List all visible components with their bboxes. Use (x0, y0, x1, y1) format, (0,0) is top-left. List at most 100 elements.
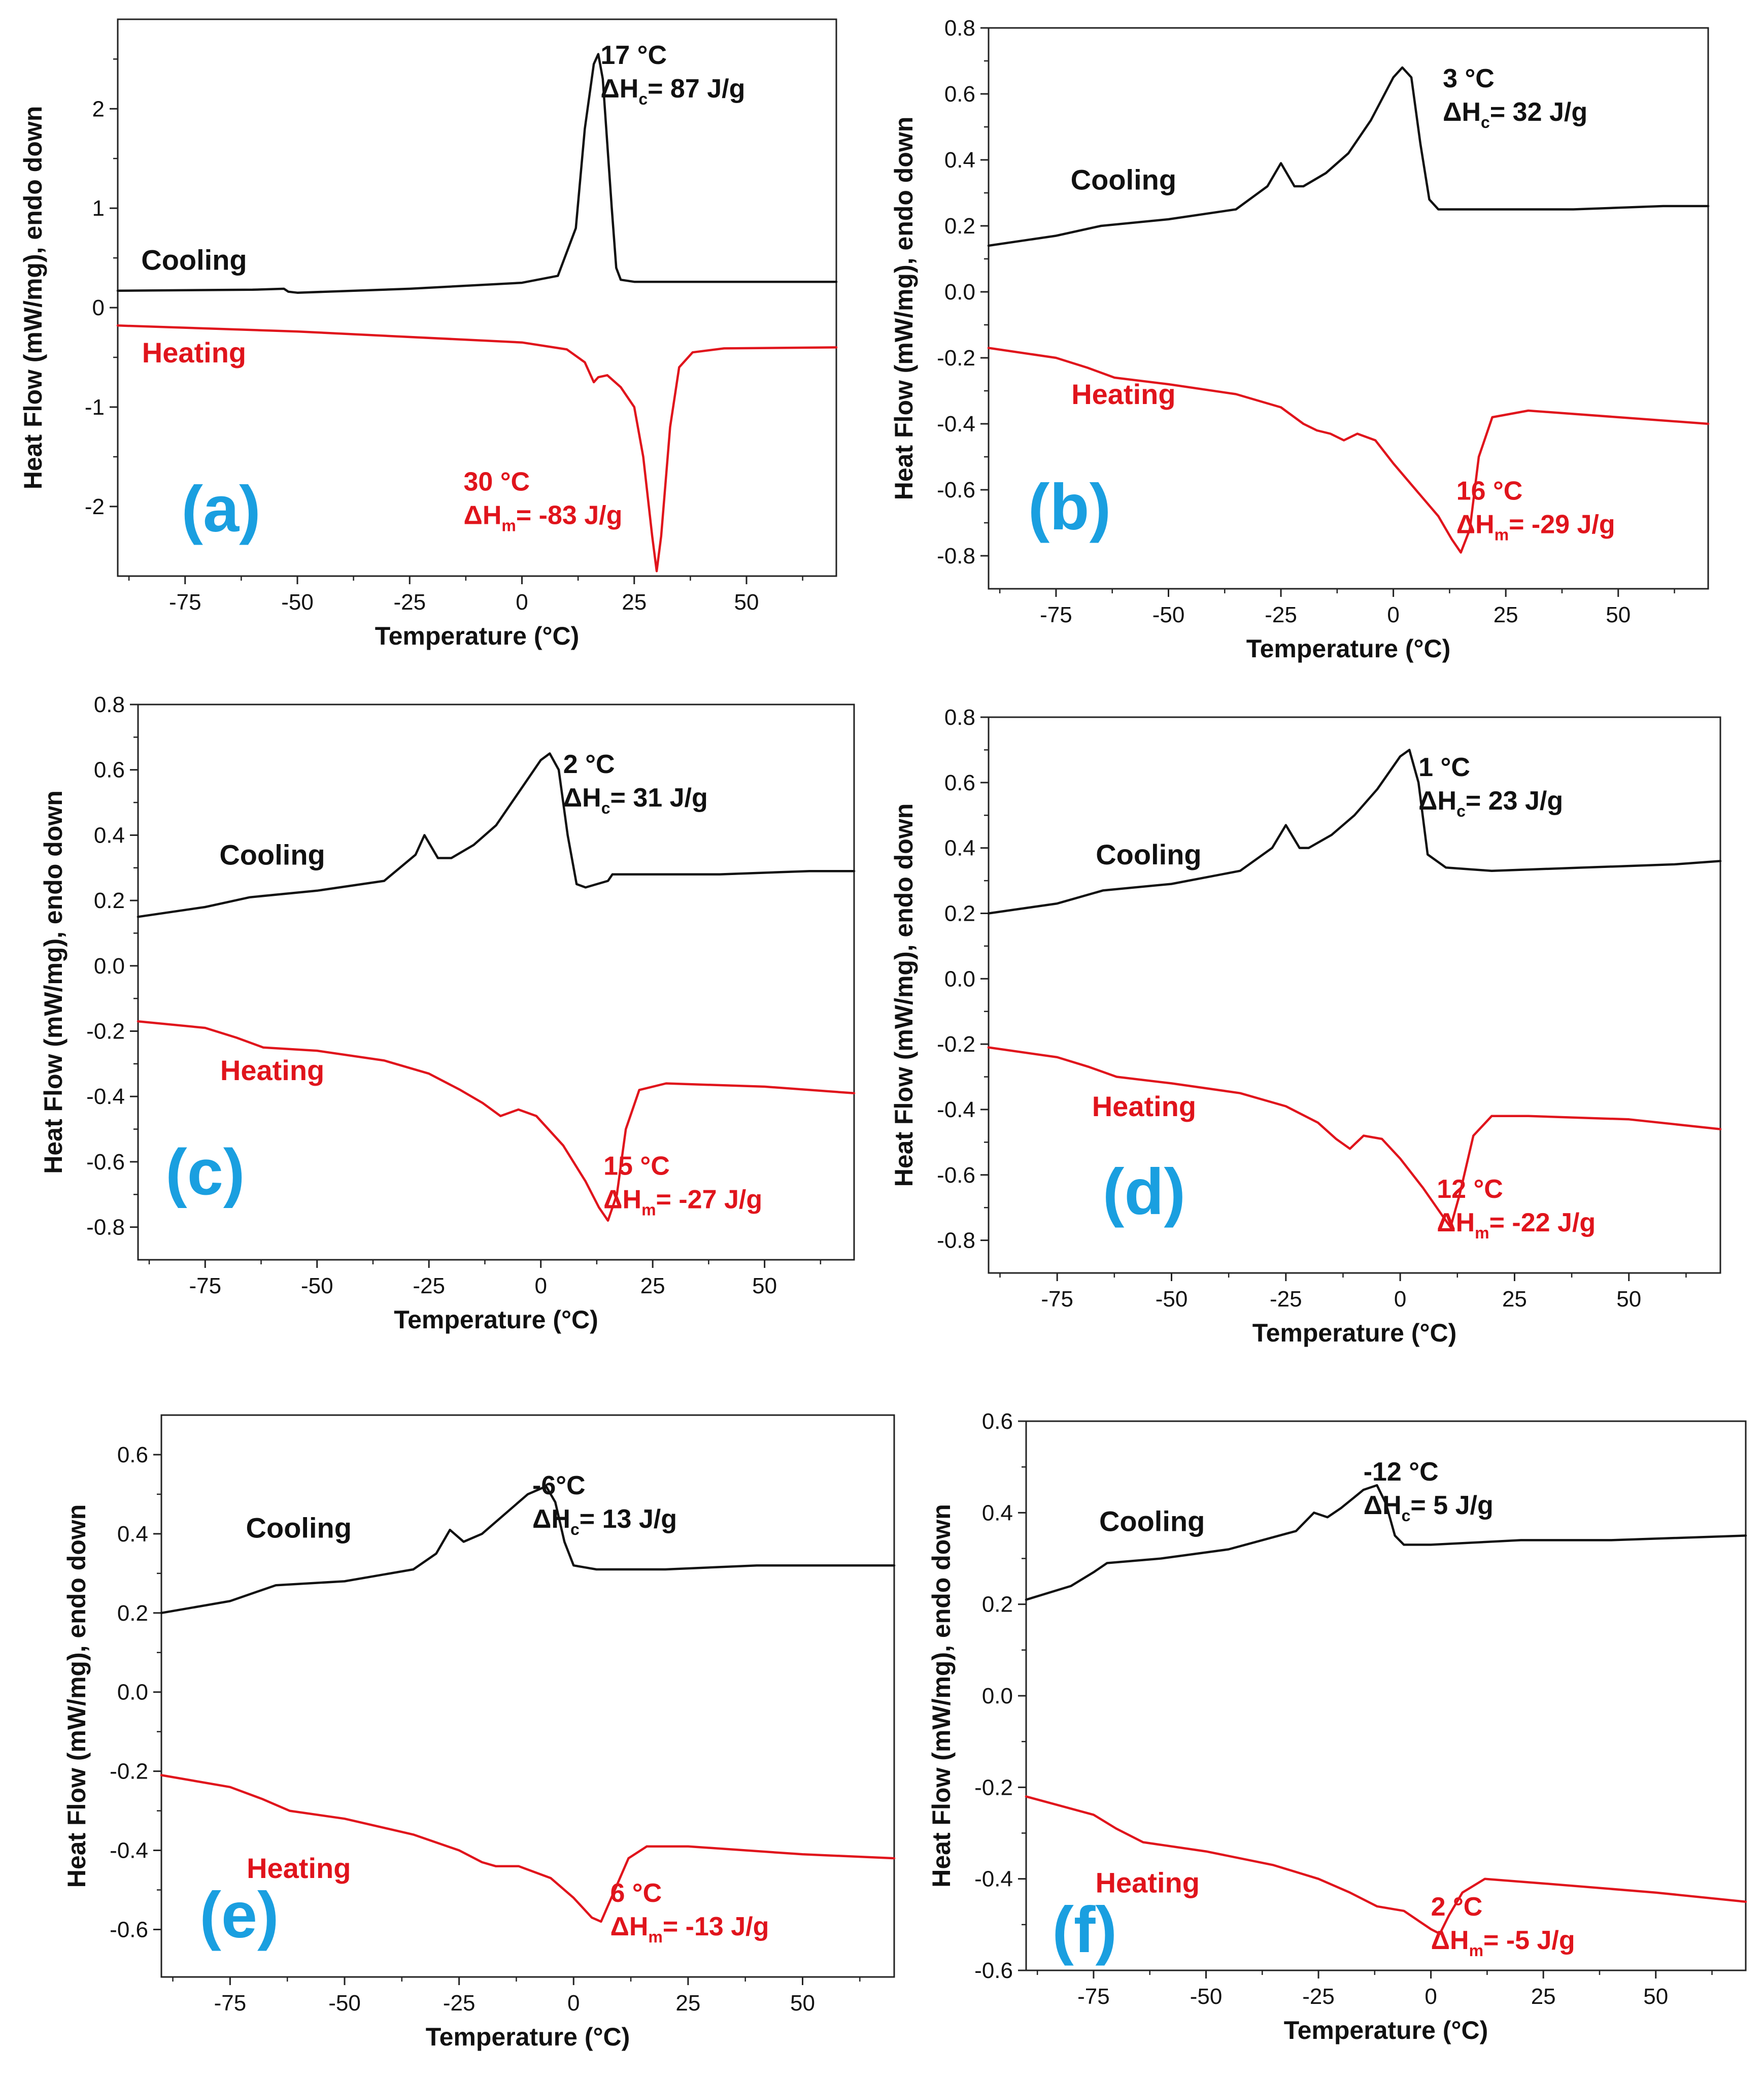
x-tick-label: 25 (640, 1273, 665, 1298)
y-tick-label: -0.8 (937, 1228, 975, 1253)
x-tick-label: 25 (675, 1991, 700, 2016)
enthalpy-value: = -27 J/g (656, 1185, 763, 1215)
crystallization-peak-label: 3 °C (1443, 64, 1495, 93)
x-tick-label: 50 (734, 590, 759, 615)
x-tick-label: 0 (516, 590, 528, 615)
enthalpy-subscript: c (638, 90, 648, 108)
y-tick-label: -0.6 (937, 1163, 975, 1188)
x-axis-title: Temperature (°C) (1284, 2016, 1488, 2044)
x-tick-label: -75 (1077, 1984, 1110, 2009)
y-tick-label: -0.4 (937, 412, 975, 437)
cooling-label: Cooling (1099, 1505, 1205, 1537)
enthalpy-value: = 87 J/g (648, 74, 745, 104)
y-tick-label: 0.0 (944, 966, 975, 991)
y-tick-label: -0.6 (974, 1958, 1013, 1983)
y-tick-label: -0.4 (110, 1838, 148, 1863)
plot-frame (137, 703, 855, 1261)
cooling-label: Cooling (1071, 164, 1176, 196)
heating-curve (1025, 1795, 1747, 1935)
enthalpy-value: = -5 J/g (1483, 1926, 1575, 1955)
y-axis-title: Heat Flow (mW/mg), endo down (62, 1504, 91, 1888)
x-tick-label: 25 (1531, 1984, 1556, 2009)
y-tick-label: 0.8 (944, 705, 975, 730)
y-axis-title: Heat Flow (mW/mg), endo down (890, 117, 918, 500)
panel-letter: (c) (165, 1136, 245, 1209)
crystallization-enthalpy-label: ΔHc= 5 J/g (1364, 1491, 1494, 1525)
x-axis-title: Temperature (°C) (394, 1305, 598, 1334)
melting-peak-label: 2 °C (1431, 1892, 1483, 1922)
plot-frame (160, 1414, 895, 1978)
x-tick-label: -25 (413, 1273, 445, 1298)
x-tick-label: 50 (1616, 1287, 1641, 1312)
crystallization-enthalpy-label: ΔHc= 32 J/g (1443, 97, 1587, 131)
heating-curve (137, 1020, 856, 1222)
cooling-curve (987, 66, 1710, 247)
y-tick-label: -0.2 (86, 1019, 125, 1044)
x-tick-label: 0 (567, 1991, 580, 2016)
enthalpy-subscript: m (641, 1201, 656, 1219)
enthalpy-subscript: c (1481, 113, 1490, 131)
enthalpy-value: = 31 J/g (610, 783, 708, 813)
panel-a: -75 -50 -25 0 25 50 -2 -1 0 1 2 Temperature (°C) Hea… (19, 18, 838, 650)
x-tick-label: -25 (1302, 1984, 1335, 2009)
y-axis-title: Heat Flow (mW/mg), endo down (890, 803, 918, 1187)
y-tick-label: 0.6 (117, 1443, 148, 1467)
cooling-curve (137, 752, 856, 918)
y-tick-label: 0.4 (944, 148, 975, 173)
x-tick-label: 0 (1424, 1984, 1437, 2009)
enthalpy-symbol: ΔH (600, 74, 638, 104)
x-tick-label: 50 (790, 1991, 815, 2016)
x-tick-label: -75 (169, 590, 201, 615)
enthalpy-symbol: ΔH (1456, 510, 1495, 540)
melting-enthalpy-label: ΔHm= -29 J/g (1456, 510, 1615, 544)
cooling-curve (116, 53, 838, 294)
y-tick-label: 0.6 (944, 82, 975, 107)
y-tick-label: 0.8 (94, 692, 125, 717)
crystallization-enthalpy-label: ΔHc= 13 J/g (532, 1504, 677, 1538)
cooling-label: Cooling (1096, 839, 1201, 870)
y-tick-label: 2 (92, 96, 105, 121)
crystallization-peak-label: 1 °C (1418, 753, 1470, 782)
enthalpy-value: = 5 J/g (1410, 1491, 1493, 1520)
y-tick-label: 0.0 (944, 280, 975, 305)
y-tick-label: -0.2 (937, 346, 975, 371)
x-tick-label: -75 (214, 1991, 247, 2016)
crystallization-peak-label: -6°C (532, 1471, 586, 1500)
panel-c: -75 -50 -25 0 25 50 -0.8 -0.6 -0.4 -0.2 0.0 0.2 0.4 0… (39, 692, 856, 1334)
x-tick-label: -25 (443, 1991, 476, 2016)
y-tick-label: 0.2 (944, 214, 975, 239)
x-axis-title: Temperature (°C) (1246, 634, 1450, 663)
y-tick-label: -0.2 (974, 1775, 1013, 1800)
y-tick-label: 0.0 (117, 1680, 148, 1705)
y-axis-title: Heat Flow (mW/mg), endo down (927, 1504, 956, 1888)
x-tick-label: -50 (301, 1273, 333, 1298)
y-tick-label: -0.4 (937, 1097, 975, 1122)
x-tick-label: -75 (189, 1273, 221, 1298)
plot-frame (117, 18, 837, 577)
enthalpy-symbol: ΔH (1437, 1208, 1475, 1237)
panel-e: -75 -50 -25 0 25 50 -0.6 -0.4 -0.2 0.0 0.2 0.4 0.6 Te… (62, 1414, 896, 2051)
y-tick-label: -0.4 (974, 1867, 1013, 1892)
enthalpy-symbol: ΔH (1364, 1491, 1402, 1520)
heating-label: Heating (1071, 378, 1175, 410)
melting-enthalpy-label: ΔHm= -22 J/g (1437, 1208, 1596, 1242)
enthalpy-symbol: ΔH (532, 1504, 570, 1534)
heating-label: Heating (247, 1852, 351, 1884)
x-tick-label: -50 (1190, 1984, 1223, 2009)
enthalpy-subscript: m (1475, 1224, 1489, 1242)
x-axis-title: Temperature (°C) (1252, 1319, 1456, 1347)
panel-b: -75 -50 -25 0 25 50 -0.8 -0.6 -0.4 -0.2 0.0 0.2 0.4 0… (890, 16, 1710, 663)
panel-letter: (e) (199, 1879, 279, 1952)
melting-enthalpy-label: ΔHm= -83 J/g (463, 501, 622, 535)
panel-letter: (a) (181, 473, 260, 546)
melting-peak-label: 12 °C (1437, 1175, 1503, 1204)
y-tick-label: -0.2 (110, 1759, 148, 1784)
y-axis-title: Heat Flow (mW/mg), endo down (39, 790, 67, 1174)
x-tick-label: -75 (1040, 602, 1072, 627)
panel-letter: (f) (1052, 1894, 1117, 1966)
heating-label: Heating (142, 337, 246, 368)
cooling-label: Cooling (219, 839, 325, 870)
heating-curve (987, 1046, 1722, 1229)
x-axis-title: Temperature (°C) (375, 622, 579, 650)
